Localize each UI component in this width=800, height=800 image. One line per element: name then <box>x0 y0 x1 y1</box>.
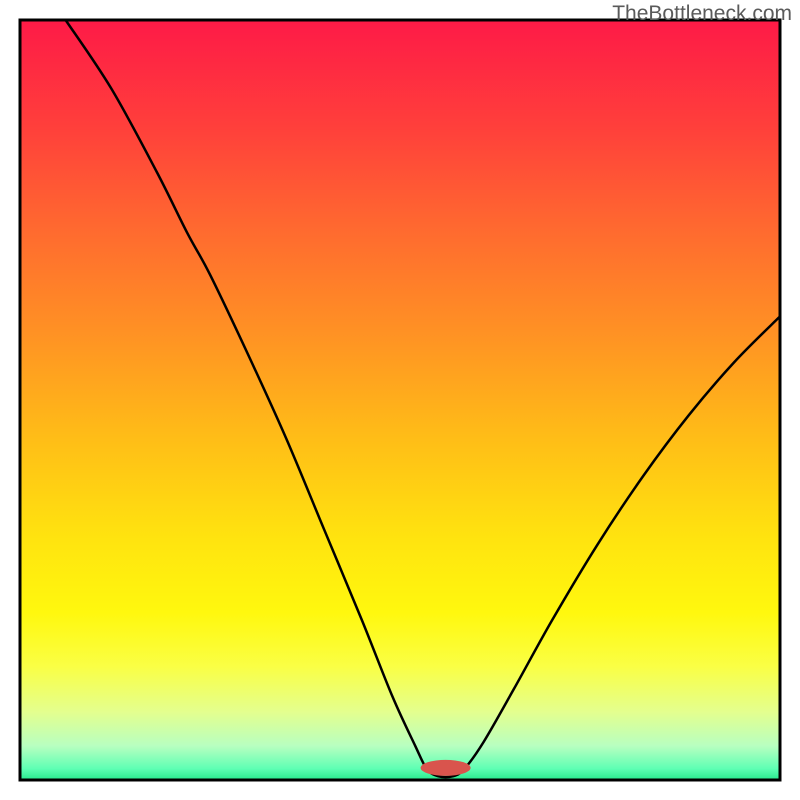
bottleneck-chart <box>0 0 800 800</box>
plot-background <box>20 20 780 780</box>
optimal-marker-pill <box>421 760 471 776</box>
chart-root: TheBottleneck.com <box>0 0 800 800</box>
